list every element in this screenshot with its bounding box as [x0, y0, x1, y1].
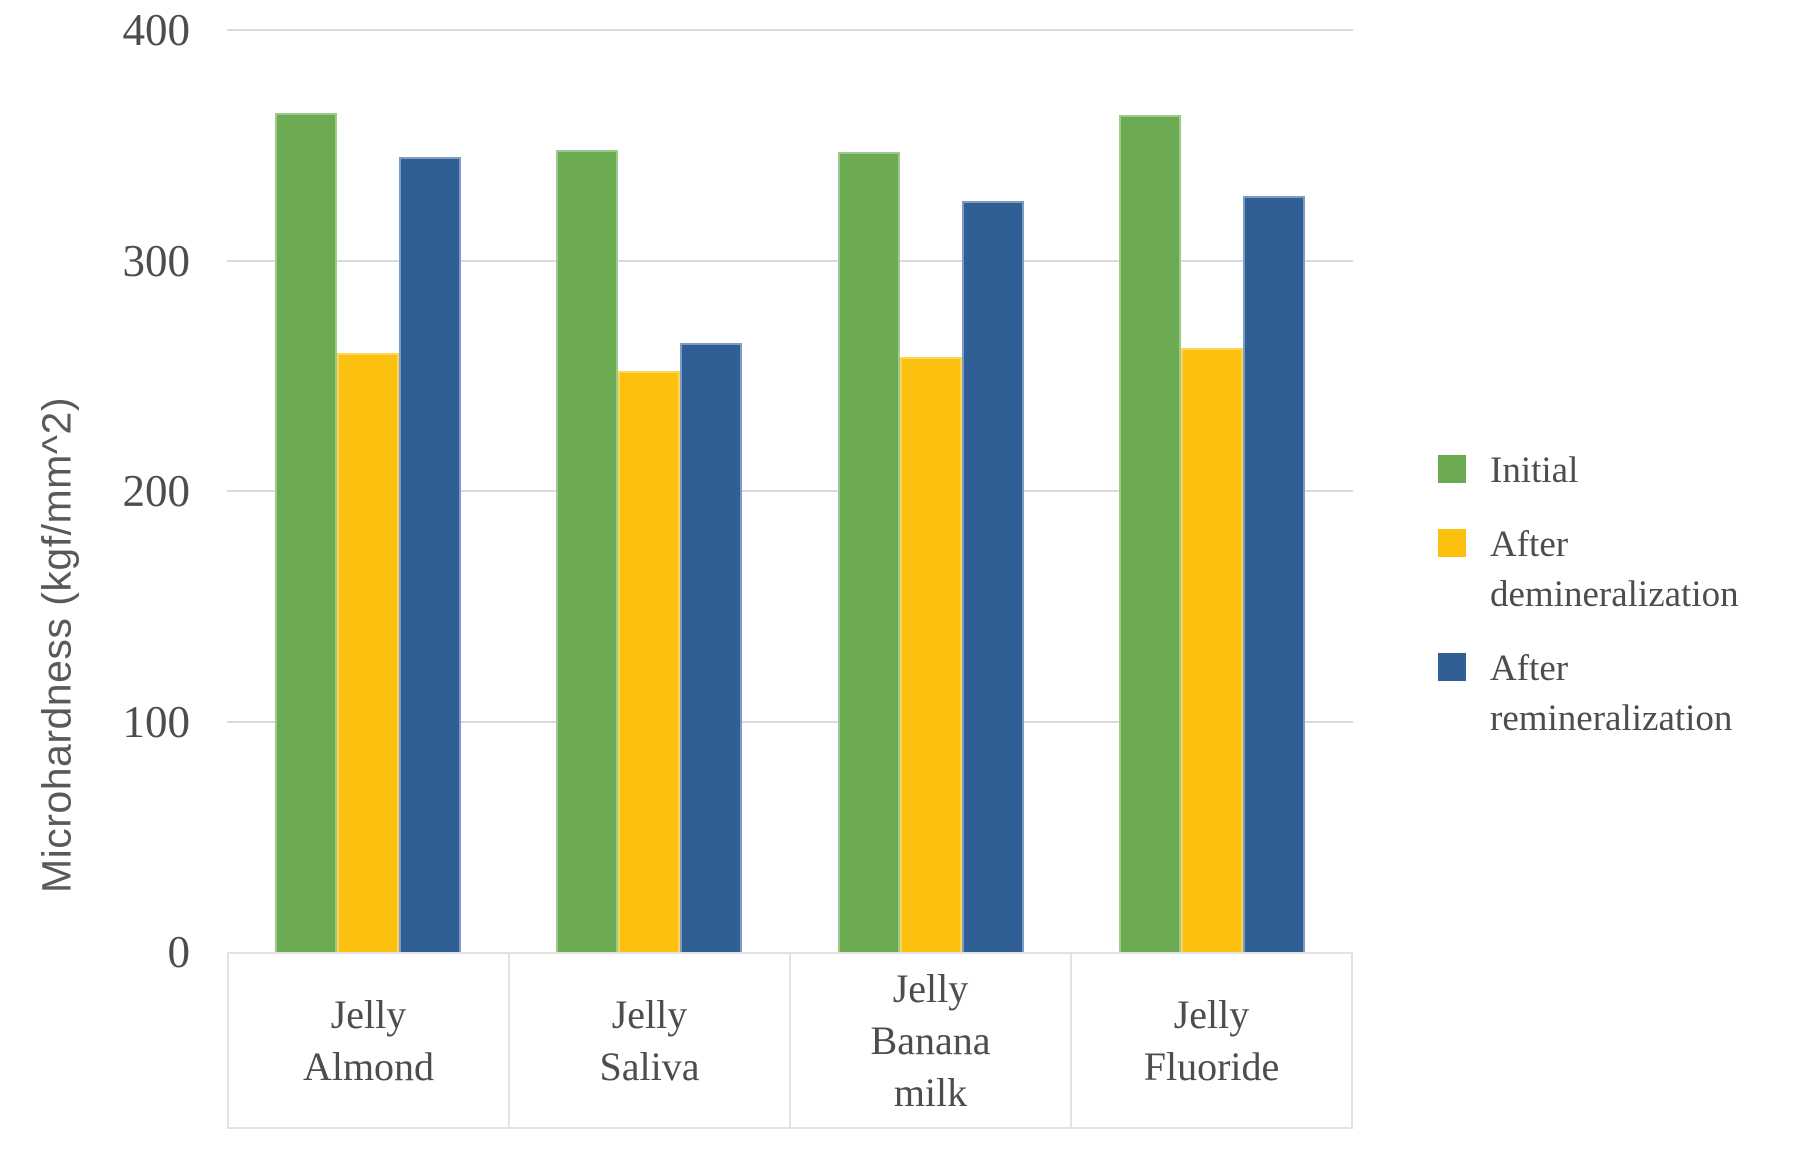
legend-item-after-remineralization: After remineralization	[1438, 644, 1805, 744]
bar-after-remineralization-jelly-banana-milk	[961, 201, 1024, 952]
y-tick-label-400: 400	[122, 5, 191, 55]
legend: Initial After demineralization After remin…	[1438, 446, 1805, 744]
bar-after-remineralization-jelly-fluoride	[1243, 196, 1306, 952]
bar-after-remineralization-jelly-almond	[398, 157, 461, 952]
gridline-200	[227, 490, 1353, 492]
category-label-jelly-fluoride: Jelly Fluoride	[1143, 991, 1280, 1089]
x-axis-category-band: Jelly Almond Jelly Saliva Jelly Banana mil…	[227, 952, 1353, 1129]
legend-swatch-initial	[1438, 455, 1466, 483]
gridline-300	[227, 259, 1353, 262]
category-label-jelly-almond: Jelly Almond	[229, 954, 510, 1127]
gridline-400	[227, 29, 1353, 31]
bar-after-remineralization-jelly-saliva	[680, 343, 743, 952]
legend-swatch-after-demineralization	[1438, 528, 1466, 557]
category-label-jelly-banana-milk: Jelly Banana milk	[791, 954, 1072, 1127]
bar-after-demineralization-jelly-banana-milk	[899, 357, 962, 952]
legend-label-after-demineralization: After demineralization	[1490, 523, 1739, 615]
y-tick-label-100: 100	[122, 696, 191, 747]
legend-item-initial: Initial	[1438, 446, 1805, 496]
y-tick-label-0: 0	[167, 927, 191, 977]
y-axis-tick-labels: 0 100 200 300 400	[0, 0, 227, 1158]
bar-initial-jelly-almond	[274, 113, 337, 952]
bar-initial-jelly-banana-milk	[837, 152, 900, 952]
legend-item-after-demineralization: After demineralization	[1438, 520, 1805, 620]
gridline-100	[227, 720, 1353, 723]
plot-area	[227, 29, 1353, 952]
legend-label-after-remineralization: After remineralization	[1490, 647, 1733, 739]
y-tick-label-200: 200	[122, 466, 191, 516]
bar-after-demineralization-jelly-saliva	[618, 371, 681, 952]
bar-after-demineralization-jelly-almond	[336, 353, 399, 952]
y-tick-label-300: 300	[122, 235, 191, 286]
legend-label-initial: Initial	[1490, 450, 1579, 491]
bar-initial-jelly-fluoride	[1119, 115, 1182, 952]
category-label-jelly-saliva: Jelly Saliva	[510, 954, 791, 1127]
bar-initial-jelly-saliva	[556, 150, 619, 952]
bar-after-demineralization-jelly-fluoride	[1181, 348, 1244, 952]
legend-swatch-after-remineralization	[1438, 652, 1466, 681]
